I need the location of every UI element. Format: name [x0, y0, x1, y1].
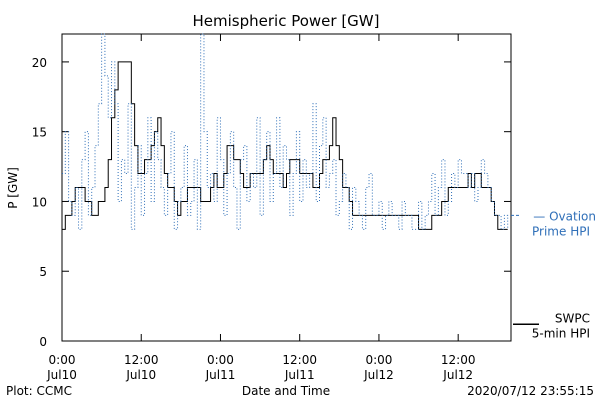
swpc-legend-label-line2: 5-min HPI [532, 326, 590, 340]
x-axis-label: Date and Time [242, 384, 330, 398]
y-tick-label: 10 [32, 195, 47, 209]
x-tick-time-label: 0:00 [207, 353, 234, 367]
x-axis: 0:00Jul1012:00Jul100:00Jul1112:00Jul110:… [46, 34, 475, 382]
plot-border [61, 33, 512, 342]
x-tick-time-label: 12:00 [124, 353, 159, 367]
swpc-hpi-line [62, 61, 508, 230]
x-tick-time-label: 0:00 [49, 353, 76, 367]
plot-timestamp: 2020/07/12 23:55:15 [467, 384, 594, 398]
x-tick-date-label: Jul12 [442, 368, 473, 382]
x-tick-date-label: Jul12 [363, 368, 394, 382]
x-tick-date-label: Jul11 [205, 368, 236, 382]
x-tick-time-label: 0:00 [365, 353, 392, 367]
plot-area [61, 33, 512, 342]
y-tick-label: 0 [39, 335, 47, 349]
ovation-prime-hpi-line [62, 33, 509, 230]
swpc-legend-label: SWPC [555, 311, 590, 325]
chart-title: Hemispheric Power [GW] [193, 12, 380, 30]
ovation-legend-label-line2: Prime HPI [532, 224, 590, 238]
plot-source-label: Plot: CCMC [6, 384, 72, 398]
y-tick-label: 15 [32, 126, 47, 140]
x-tick-date-label: Jul11 [284, 368, 315, 382]
y-axis-label: P [GW] [6, 167, 20, 209]
y-tick-label: 20 [32, 56, 47, 70]
x-tick-time-label: 12:00 [282, 353, 317, 367]
x-tick-date-label: Jul10 [46, 368, 77, 382]
ovation-legend-label: — Ovation [533, 209, 596, 223]
series-layer [62, 33, 509, 230]
x-tick-time-label: 12:00 [441, 353, 476, 367]
x-tick-date-label: Jul10 [125, 368, 156, 382]
y-axis: 0 5 10 15 20 [32, 56, 511, 349]
y-tick-label: 5 [39, 265, 47, 279]
